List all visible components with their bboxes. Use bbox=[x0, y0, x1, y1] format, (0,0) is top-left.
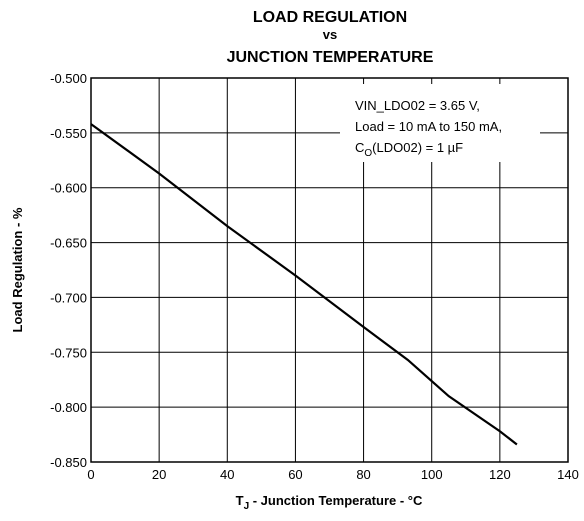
y-tick-label: -0.850 bbox=[50, 455, 87, 470]
chart-title: JUNCTION TEMPERATURE bbox=[227, 49, 434, 66]
y-tick-label: -0.600 bbox=[50, 181, 87, 196]
x-axis-label-sub: J bbox=[244, 501, 250, 512]
x-axis-label: TJ - Junction Temperature - °C bbox=[236, 493, 423, 512]
chart-title: LOAD REGULATION bbox=[253, 9, 407, 26]
plot-border bbox=[90, 77, 569, 463]
annotation-box bbox=[340, 84, 540, 162]
annotation: Load = 10 mA to 150 mA, bbox=[355, 119, 502, 134]
x-tick-label: 60 bbox=[288, 467, 302, 482]
x-axis-label-part: T bbox=[236, 493, 244, 508]
y-tick-label: -0.800 bbox=[50, 400, 87, 415]
x-tick-label: 140 bbox=[557, 467, 579, 482]
x-tick-label: 0 bbox=[87, 467, 94, 482]
y-tick-label: -0.550 bbox=[50, 126, 87, 141]
x-axis-label-part: - Junction Temperature - °C bbox=[249, 493, 423, 508]
y-axis-label: Load Regulation - % bbox=[10, 207, 25, 332]
annotation: CO(LDO02) = 1 µF bbox=[355, 140, 463, 159]
data-line bbox=[90, 123, 518, 446]
y-tick-label: -0.750 bbox=[50, 345, 87, 360]
x-tick-label: 120 bbox=[489, 467, 511, 482]
y-tick-label: -0.650 bbox=[50, 236, 87, 251]
x-tick-label: 80 bbox=[356, 467, 370, 482]
chart-title: vs bbox=[323, 27, 337, 42]
annotation-sub: O bbox=[364, 148, 372, 159]
y-tick-label: -0.500 bbox=[50, 71, 87, 86]
annotation-part: (LDO02) = 1 µF bbox=[372, 140, 463, 155]
y-tick-label: -0.700 bbox=[50, 290, 87, 305]
x-tick-label: 100 bbox=[421, 467, 443, 482]
x-tick-label: 40 bbox=[220, 467, 234, 482]
annotation: VIN_LDO02 = 3.65 V, bbox=[355, 98, 480, 113]
annotation-part: C bbox=[355, 140, 364, 155]
x-tick-label: 20 bbox=[152, 467, 166, 482]
